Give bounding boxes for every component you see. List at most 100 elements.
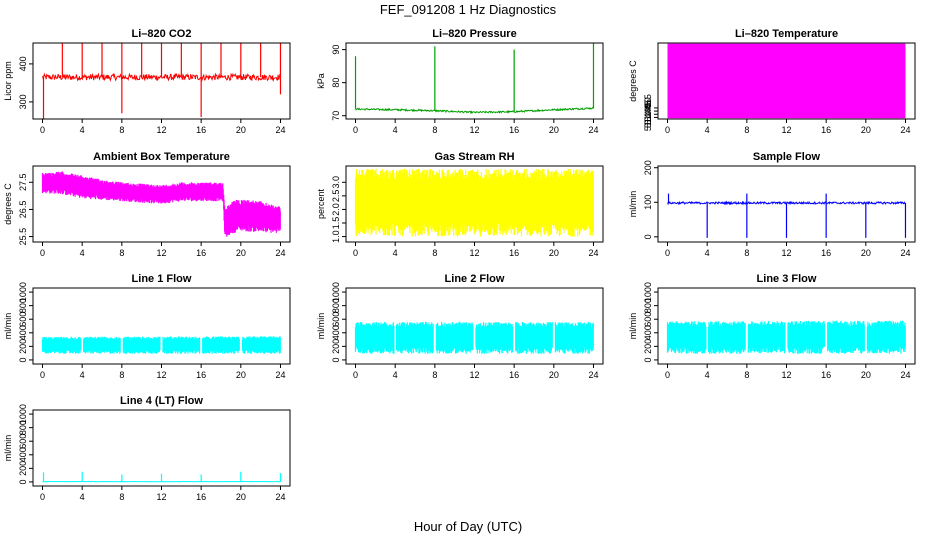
- x-tick-label: 4: [393, 125, 398, 135]
- y-tick-label: 51.445: [643, 100, 653, 128]
- y-axis-label: ml/min: [628, 191, 638, 218]
- x-tick-label: 24: [588, 248, 598, 258]
- x-tick-label: 0: [353, 125, 358, 135]
- y-tick-label: 800: [331, 298, 341, 313]
- x-tick-label: 4: [705, 125, 710, 135]
- x-tick-label: 20: [861, 125, 871, 135]
- y-tick-label: 200: [18, 339, 28, 354]
- y-tick-label: 0: [18, 357, 28, 362]
- series-7: [41, 336, 281, 354]
- x-tick-label: 20: [861, 248, 871, 258]
- x-tick-label: 16: [509, 125, 519, 135]
- x-tick-label: 24: [275, 492, 285, 502]
- y-tick-label: 800: [643, 298, 653, 313]
- y-tick-label: 1.0: [331, 230, 341, 243]
- data-envelope: [666, 320, 906, 354]
- x-tick-label: 12: [469, 370, 479, 380]
- panel-5: Gas Stream RH 0 4 8 12 16 20 24 1.01.52.02.53.0 p…: [316, 151, 604, 258]
- x-tick-label: 16: [821, 125, 831, 135]
- y-tick-label: 200: [18, 461, 28, 476]
- y-tick-label: 80: [331, 78, 341, 88]
- series-4: [41, 171, 281, 237]
- panel-title: Li–820 Pressure: [432, 28, 516, 40]
- x-tick-label: 0: [40, 248, 45, 258]
- x-tick-label: 20: [236, 125, 246, 135]
- x-tick-label: 16: [196, 492, 206, 502]
- y-axis-label: ml/min: [628, 313, 638, 340]
- panel-title: Line 2 Flow: [445, 273, 505, 285]
- x-tick-label: 0: [665, 370, 670, 380]
- panel-3: Li–820 Temperature 0 4 8 12 16 20 24 51.44051.44…: [628, 28, 916, 135]
- x-tick-label: 4: [80, 370, 85, 380]
- x-tick-label: 4: [705, 370, 710, 380]
- panel-1: Li–820 CO2 0 4 8 12 16 20 24 300 400 Licor ppm: [3, 28, 291, 135]
- y-tick-label: 200: [643, 160, 653, 175]
- x-tick-label: 8: [744, 370, 749, 380]
- x-tick-label: 12: [156, 248, 166, 258]
- y-tick-label: 1000: [18, 282, 28, 302]
- figure-xlabel: Hour of Day (UTC): [414, 519, 522, 534]
- series-6: [667, 193, 907, 238]
- figure-title: FEF_091208 1 Hz Diagnostics: [380, 2, 557, 17]
- series-10: [42, 471, 282, 483]
- panel-title: Li–820 Temperature: [735, 28, 838, 40]
- panel-title: Sample Flow: [753, 151, 821, 163]
- x-tick-label: 4: [393, 248, 398, 258]
- x-tick-label: 24: [588, 125, 598, 135]
- y-tick-label: 600: [18, 312, 28, 327]
- series-8: [354, 321, 594, 354]
- x-tick-label: 24: [900, 248, 910, 258]
- y-tick-label: 1000: [18, 404, 28, 424]
- panel-4: Ambient Box Temperature 0 4 8 12 16 20 24 25.5 26…: [3, 151, 291, 258]
- panel-title: Ambient Box Temperature: [93, 151, 230, 163]
- x-tick-label: 12: [469, 125, 479, 135]
- panel-10: Line 4 (LT) Flow 0 4 8 12 16 20 24 0 200400600800…: [3, 395, 291, 502]
- x-tick-label: 16: [509, 248, 519, 258]
- x-tick-label: 12: [156, 492, 166, 502]
- y-tick-label: 1000: [331, 282, 341, 302]
- y-tick-label: 0: [331, 357, 341, 362]
- x-tick-label: 20: [549, 370, 559, 380]
- y-axis-label: degrees C: [628, 60, 638, 102]
- y-axis-label: kPa: [316, 73, 326, 89]
- y-tick-label: 400: [643, 325, 653, 340]
- x-tick-label: 20: [549, 248, 559, 258]
- x-tick-label: 8: [119, 370, 124, 380]
- y-tick-label: 3.0: [331, 176, 341, 189]
- y-tick-label: 800: [18, 420, 28, 435]
- data-band: [667, 43, 906, 119]
- y-tick-label: 400: [18, 447, 28, 462]
- y-tick-label: 2.0: [331, 203, 341, 216]
- x-tick-label: 0: [665, 125, 670, 135]
- y-tick-label: 0: [643, 357, 653, 362]
- x-tick-label: 12: [156, 370, 166, 380]
- y-tick-label: 26.5: [18, 201, 28, 219]
- x-tick-label: 24: [275, 125, 285, 135]
- y-axis-label: degrees C: [3, 183, 13, 225]
- x-tick-label: 20: [236, 248, 246, 258]
- x-tick-label: 12: [781, 370, 791, 380]
- data-envelope: [354, 168, 594, 237]
- y-tick-label: 0: [18, 479, 28, 484]
- y-tick-label: 51.440: [643, 104, 653, 132]
- y-tick-label: 400: [18, 325, 28, 340]
- x-tick-label: 0: [40, 370, 45, 380]
- series-9: [666, 320, 906, 354]
- x-tick-label: 8: [744, 125, 749, 135]
- y-tick-label: 1.5: [331, 217, 341, 230]
- y-tick-label: 0: [643, 234, 653, 239]
- y-tick-label: 2.5: [331, 190, 341, 203]
- data-envelope: [41, 171, 281, 237]
- x-tick-label: 20: [861, 370, 871, 380]
- panel-6: Sample Flow 0 4 8 12 16 20 24 0 100 200 ml/min: [628, 151, 916, 258]
- x-tick-label: 24: [900, 125, 910, 135]
- x-tick-label: 16: [821, 370, 831, 380]
- y-tick-label: 800: [18, 298, 28, 313]
- y-tick-label: 200: [331, 339, 341, 354]
- x-tick-label: 8: [432, 370, 437, 380]
- x-tick-label: 16: [196, 370, 206, 380]
- y-tick-label: 600: [18, 434, 28, 449]
- panel-2: Li–820 Pressure 0 4 8 12 16 20 24 70 80 90 kPa: [316, 28, 604, 135]
